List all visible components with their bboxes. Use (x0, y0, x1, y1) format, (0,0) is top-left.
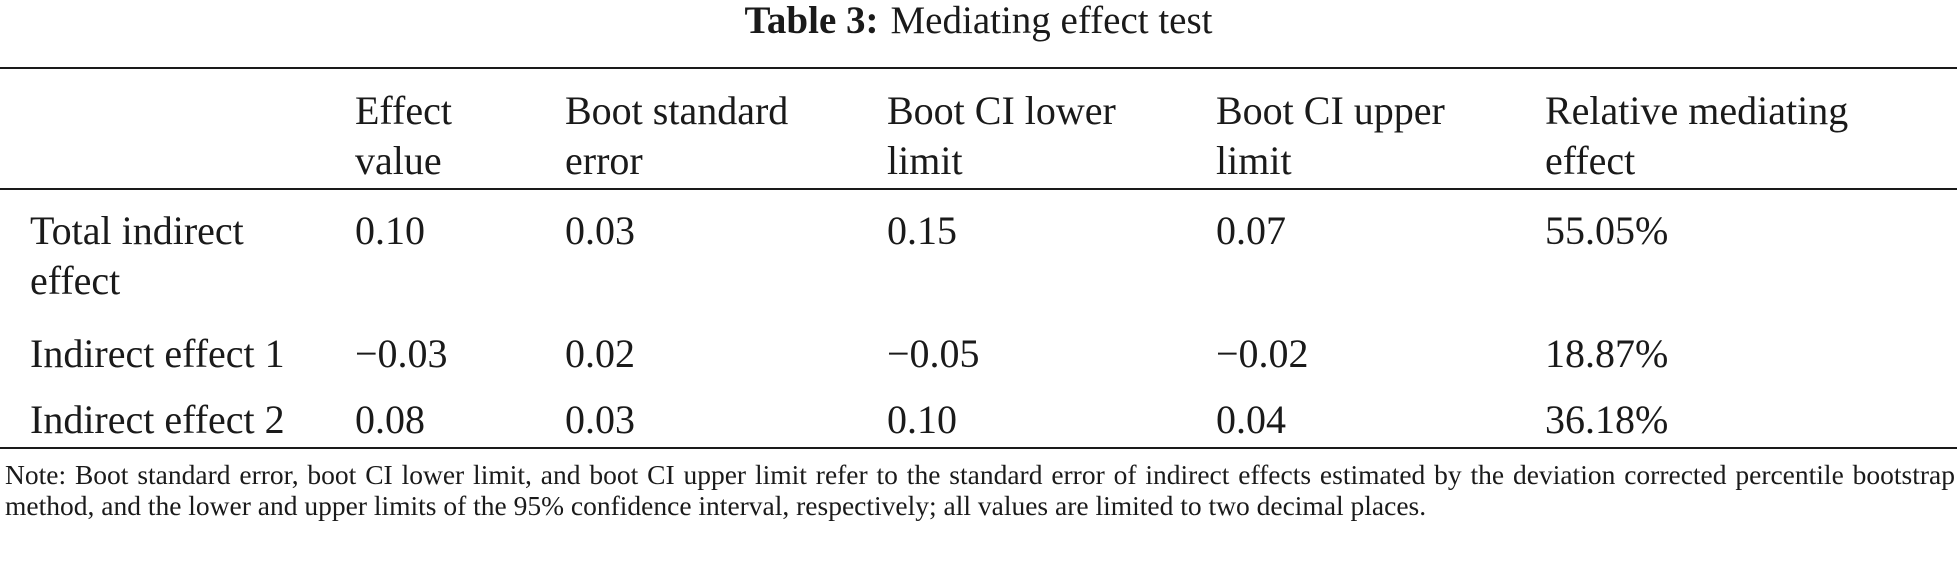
cell-boot-standard-error: 0.02 (565, 331, 635, 376)
header-effect-value: Effect value (355, 88, 452, 183)
row-label: Indirect effect 1 (30, 331, 285, 376)
table-caption: Table 3: Mediating effect test (0, 0, 1957, 50)
cell-effect-value: 0.08 (355, 397, 425, 442)
cell-relative-mediating-effect: 18.87% (1545, 331, 1669, 376)
header-rule (0, 188, 1957, 190)
cell-boot-ci-upper: −0.02 (1216, 331, 1309, 376)
cell-boot-standard-error: 0.03 (565, 208, 635, 253)
table-title: Mediating effect test (890, 0, 1213, 42)
header-boot-standard-error: Boot standard error (565, 88, 789, 183)
bottom-rule (0, 447, 1957, 449)
header-boot-ci-upper-limit: Boot CI upper limit (1216, 88, 1445, 183)
cell-relative-mediating-effect: 55.05% (1545, 208, 1669, 253)
cell-boot-ci-upper: 0.04 (1216, 397, 1286, 442)
cell-effect-value: −0.03 (355, 331, 448, 376)
cell-boot-ci-lower: −0.05 (887, 331, 980, 376)
row-label: Total indirect effect (30, 208, 244, 303)
row-label: Indirect effect 2 (30, 397, 285, 442)
header-boot-ci-lower-limit: Boot CI lower limit (887, 88, 1116, 183)
top-rule (0, 67, 1957, 69)
cell-boot-ci-upper: 0.07 (1216, 208, 1286, 253)
header-relative-mediating-effect: Relative mediating effect (1545, 88, 1849, 183)
cell-relative-mediating-effect: 36.18% (1545, 397, 1669, 442)
cell-boot-standard-error: 0.03 (565, 397, 635, 442)
cell-boot-ci-lower: 0.15 (887, 208, 957, 253)
cell-boot-ci-lower: 0.10 (887, 397, 957, 442)
table-note: Note: Boot standard error, boot CI lower… (5, 459, 1955, 521)
cell-effect-value: 0.10 (355, 208, 425, 253)
table-label: Table 3: (744, 0, 879, 42)
